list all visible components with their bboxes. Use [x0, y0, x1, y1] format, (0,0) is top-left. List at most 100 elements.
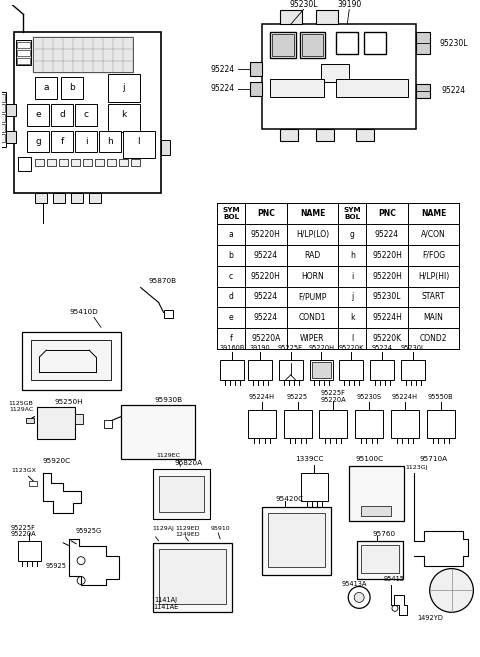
Text: 95920C: 95920C: [42, 459, 71, 464]
Text: 1339CC: 1339CC: [295, 457, 324, 463]
Text: 95220K: 95220K: [372, 334, 402, 343]
Text: 95230L: 95230L: [439, 39, 468, 48]
Circle shape: [348, 587, 370, 608]
Text: 95224: 95224: [210, 84, 234, 93]
Bar: [18, 158, 31, 171]
Text: 96820A: 96820A: [174, 461, 203, 466]
Text: 95250H: 95250H: [55, 399, 84, 405]
Bar: [75, 414, 83, 424]
Circle shape: [47, 426, 52, 432]
Text: i: i: [85, 137, 87, 146]
Text: c: c: [229, 271, 233, 281]
Text: 95230L: 95230L: [373, 292, 401, 302]
Text: 95870B: 95870B: [149, 278, 177, 284]
Bar: [339, 360, 363, 380]
Text: 1141AE: 1141AE: [153, 604, 178, 610]
Bar: [0, 114, 5, 122]
Bar: [312, 362, 331, 378]
Bar: [262, 507, 331, 575]
Text: 95225E: 95225E: [278, 345, 303, 351]
Circle shape: [367, 481, 387, 501]
Bar: [391, 410, 419, 438]
Text: NAME: NAME: [421, 208, 446, 217]
Bar: [272, 34, 294, 56]
Bar: [357, 541, 403, 579]
Text: 95220K: 95220K: [338, 345, 364, 351]
Bar: [0, 104, 5, 112]
Bar: [104, 420, 112, 428]
Text: 1129EC: 1129EC: [156, 453, 180, 458]
Bar: [270, 32, 296, 58]
Text: 95220H: 95220H: [372, 251, 402, 260]
Bar: [280, 129, 298, 141]
Bar: [250, 82, 262, 96]
Bar: [13, 32, 160, 193]
Text: d: d: [60, 110, 65, 119]
Bar: [427, 410, 455, 438]
Bar: [279, 360, 302, 380]
Bar: [280, 11, 301, 24]
Bar: [153, 469, 210, 519]
Circle shape: [430, 568, 473, 612]
Text: 95230L: 95230L: [400, 345, 425, 351]
Bar: [89, 193, 101, 203]
Text: COND2: COND2: [420, 334, 447, 343]
Text: g: g: [350, 230, 355, 239]
Text: WIPER: WIPER: [300, 334, 325, 343]
Text: 95225F: 95225F: [11, 525, 36, 531]
Bar: [336, 79, 408, 97]
Bar: [36, 160, 44, 166]
Text: 95220H: 95220H: [372, 271, 402, 281]
Text: i: i: [351, 271, 353, 281]
Bar: [71, 193, 83, 203]
Text: 1129ED: 1129ED: [176, 526, 200, 532]
Bar: [83, 160, 92, 166]
Bar: [59, 160, 68, 166]
Text: 95710A: 95710A: [420, 457, 448, 463]
Text: 95224: 95224: [254, 313, 278, 323]
Bar: [248, 360, 272, 380]
Bar: [250, 62, 262, 76]
Text: 95100C: 95100C: [355, 457, 383, 463]
Text: e: e: [36, 110, 41, 119]
Text: H/LP(HI): H/LP(HI): [418, 271, 449, 281]
Bar: [0, 133, 5, 141]
Text: 95760: 95760: [372, 531, 396, 537]
Text: 95410D: 95410D: [69, 309, 98, 315]
Text: j: j: [122, 83, 125, 93]
Text: 95224: 95224: [372, 345, 393, 351]
Text: 95930B: 95930B: [155, 397, 182, 403]
Text: l: l: [137, 137, 140, 146]
Bar: [262, 24, 416, 129]
Bar: [26, 418, 35, 422]
Bar: [107, 160, 116, 166]
Text: j: j: [351, 292, 353, 302]
Bar: [322, 64, 349, 82]
Bar: [36, 77, 57, 99]
Text: b: b: [228, 251, 233, 260]
Bar: [51, 104, 73, 125]
Text: k: k: [121, 110, 126, 119]
Text: HORN: HORN: [301, 271, 324, 281]
Text: COND1: COND1: [299, 313, 326, 323]
Text: 95224H: 95224H: [392, 394, 418, 400]
Bar: [15, 40, 31, 65]
Bar: [16, 50, 30, 56]
Text: 1125GB: 1125GB: [9, 401, 34, 406]
Bar: [61, 77, 83, 99]
Text: 95420C: 95420C: [276, 496, 304, 502]
Bar: [316, 129, 335, 141]
Bar: [336, 32, 358, 54]
Bar: [16, 42, 30, 48]
Text: 95220A: 95220A: [251, 334, 280, 343]
Text: 1129AJ: 1129AJ: [153, 526, 174, 532]
Bar: [153, 543, 232, 612]
Bar: [6, 131, 15, 143]
Text: NAME: NAME: [300, 208, 325, 217]
Bar: [29, 481, 37, 486]
Bar: [416, 84, 430, 98]
Text: g: g: [36, 137, 41, 146]
Text: PNC: PNC: [378, 208, 396, 217]
Text: 95225: 95225: [287, 394, 308, 400]
Text: 95230S: 95230S: [357, 394, 382, 400]
